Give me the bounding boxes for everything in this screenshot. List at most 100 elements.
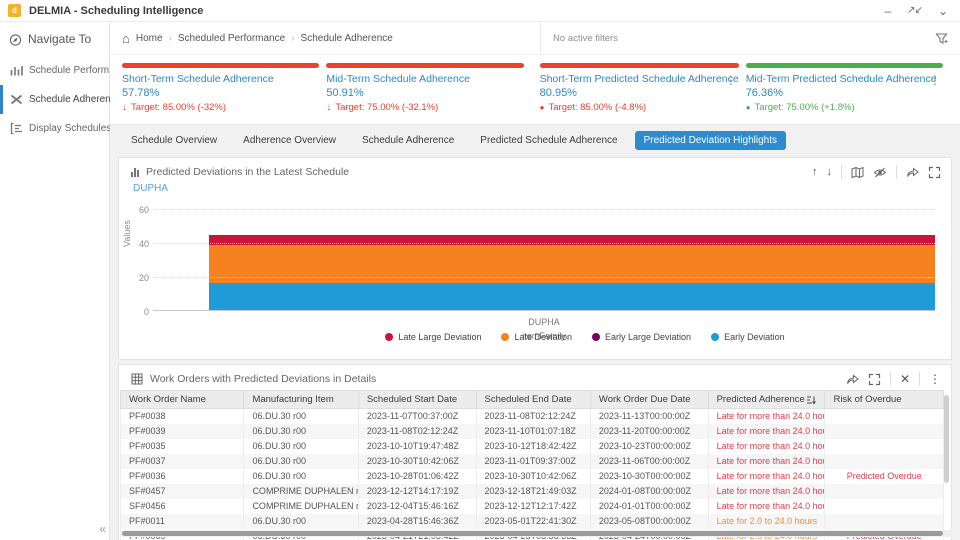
column-header-manufacturing-item[interactable]: Manufacturing Item xyxy=(243,390,359,409)
bar-chart-icon xyxy=(131,167,139,177)
column-header-work-order-name[interactable]: Work Order Name xyxy=(119,390,245,409)
scheduled-end-cell: 2023-11-08T02:12:24Z xyxy=(475,408,591,424)
gantt-icon xyxy=(10,122,23,135)
minimize-icon[interactable]: – xyxy=(884,3,892,18)
tab-predicted-schedule-adherence[interactable]: Predicted Schedule Adherence xyxy=(480,135,618,146)
titlebar: d DELMIA - Scheduling Intelligence – ↗↙ … xyxy=(0,0,960,22)
legend-item-late-large-deviation[interactable]: Late Large Deviation xyxy=(385,332,481,342)
divider xyxy=(889,372,891,386)
down-arrow-icon: ↓ xyxy=(326,102,332,113)
column-header-scheduled-start-date[interactable]: Scheduled Start Date xyxy=(357,390,477,409)
column-header-work-order-due-date[interactable]: Work Order Due Date xyxy=(589,390,709,409)
risk-of-overdue-cell xyxy=(824,408,944,424)
map-icon[interactable] xyxy=(851,166,864,179)
due-date-cell: 2023-11-13T00:00:00Z xyxy=(589,408,709,424)
tab-predicted-deviation-highlights[interactable]: Predicted Deviation Highlights xyxy=(634,131,787,150)
kpi-accent-bar xyxy=(326,63,524,68)
legend-item-early-deviation[interactable]: Early Deviation xyxy=(711,332,785,342)
kpi-title: Mid-Term Schedule Adherence xyxy=(326,73,470,85)
kpi-target-text: Target: 75.00% (-32.1%) xyxy=(335,102,439,113)
tab-adherence-overview[interactable]: Adherence Overview xyxy=(243,135,336,146)
scheduled-end-cell: 2023-12-18T21:49:03Z xyxy=(475,483,591,499)
table-row[interactable]: PF#0039 06.DU.30 r00 2023-11-08T02:12:24Z 2… xyxy=(119,423,944,439)
horizontal-scrollbar[interactable] xyxy=(120,530,954,537)
legend-label: Early Large Deviation xyxy=(605,332,692,342)
kpi-value: 50.91% xyxy=(326,87,364,99)
app-title: DELMIA - Scheduling Intelligence xyxy=(29,4,204,17)
bar-segment-early-deviation[interactable] xyxy=(209,282,935,310)
table-vertical-scrollbar[interactable] xyxy=(944,395,949,538)
predicted-adherence-cell: Late for more than 24.0 hours xyxy=(707,468,826,484)
column-header-risk-of-overdue[interactable]: Risk of Overdue xyxy=(824,390,944,409)
scheduled-start-cell: 2023-10-28T01:06:42Z xyxy=(357,468,477,484)
work-order-name-cell: SF#0457 xyxy=(119,483,245,499)
stacked-bar[interactable] xyxy=(209,235,935,310)
kebab-menu-icon[interactable]: ⋮ xyxy=(929,372,941,386)
due-date-cell: 2023-11-06T00:00:00Z xyxy=(589,453,709,469)
work-order-name-cell: PF#0035 xyxy=(119,438,245,454)
table-row[interactable]: SF#0457 COMPRIME DUPHALEN r00 2023-12-12T1… xyxy=(119,483,944,499)
breadcrumb-item-schedule-adherence[interactable]: Schedule Adherence xyxy=(300,32,393,44)
filter-icon[interactable] xyxy=(935,32,948,45)
manufacturing-item-cell: 06.DU.30 r00 xyxy=(243,468,359,484)
legend-item-late-deviation[interactable]: Late Deviation xyxy=(501,332,572,342)
table-row[interactable]: SF#0456 COMPRIME DUPHALEN r00 2023-12-04T1… xyxy=(119,498,944,514)
y-tick-label: 20 xyxy=(138,273,149,283)
table-row[interactable]: PF#0036 06.DU.30 r00 2023-10-28T01:06:42Z 2… xyxy=(119,468,944,484)
gridline xyxy=(153,243,935,244)
kebab-menu-icon[interactable]: ⋮ xyxy=(724,73,737,87)
close-icon[interactable]: ✕ xyxy=(899,372,910,386)
table-row[interactable]: PF#0037 06.DU.30 r00 2023-10-30T10:42:06Z 2… xyxy=(119,453,944,469)
chevron-down-icon[interactable]: ⌄ xyxy=(937,3,948,18)
breadcrumb-item-home[interactable]: Home xyxy=(135,32,163,44)
kebab-menu-icon[interactable]: ⋮ xyxy=(929,73,942,87)
fullscreen-icon[interactable] xyxy=(928,166,941,179)
sidebar-collapse-button[interactable]: « xyxy=(99,522,106,536)
due-date-cell: 2023-11-20T00:00:00Z xyxy=(589,423,709,439)
expand-window-icon[interactable]: ↗↙ xyxy=(907,4,923,16)
kpi-card-mid-term-predicted-schedule-adherence: Mid-Term Predicted Schedule Adherence 76.… xyxy=(745,63,944,113)
work-order-name-cell: PF#0038 xyxy=(119,408,245,424)
sidebar-item-display-schedules[interactable]: Display Schedules xyxy=(0,114,112,143)
sort-descending-icon[interactable]: ↓ xyxy=(826,166,833,178)
tab-schedule-adherence[interactable]: Schedule Adherence xyxy=(361,135,455,146)
bar-chart-icon xyxy=(10,64,23,77)
manufacturing-item-cell: 06.DU.30 r00 xyxy=(243,513,359,529)
sidebar-item-schedule-perform[interactable]: Schedule Perform... xyxy=(0,56,117,85)
y-tick-label: 40 xyxy=(138,239,149,249)
sort-icon[interactable] xyxy=(806,395,817,405)
column-header-scheduled-end-date[interactable]: Scheduled End Date xyxy=(475,390,591,409)
sidebar: Navigate To Schedule Perform... Schedule … xyxy=(0,22,121,540)
sort-ascending-icon[interactable]: ↑ xyxy=(812,166,818,178)
bar-segment-late-deviation[interactable] xyxy=(209,245,935,283)
status-dot-icon: ● xyxy=(745,102,751,112)
chart-area: DUPHA Values 0 20 40 60 DUPHA itemFamily La… xyxy=(119,183,951,351)
legend-label: Late Large Deviation xyxy=(398,332,482,342)
tab-schedule-overview[interactable]: Schedule Overview xyxy=(131,135,218,146)
sidebar-item-label: Display Schedules xyxy=(29,123,112,134)
bar-segment-late-large-deviation[interactable] xyxy=(209,235,935,246)
breadcrumb-separator: › xyxy=(291,32,295,44)
kpi-target-text: Target: 85.00% (-32%) xyxy=(131,102,227,113)
home-icon[interactable]: ⌂ xyxy=(122,30,130,46)
table-row[interactable]: PF#0038 06.DU.30 r00 2023-11-07T00:37:00Z 2… xyxy=(119,408,944,424)
scheduled-end-cell: 2023-11-10T01:07:18Z xyxy=(475,423,591,439)
due-date-cell: 2023-10-23T00:00:00Z xyxy=(589,438,709,454)
kpi-accent-bar xyxy=(745,63,944,68)
share-icon[interactable] xyxy=(906,166,919,178)
fullscreen-icon[interactable] xyxy=(868,373,881,386)
risk-of-overdue-cell: Predicted Overdue xyxy=(824,468,944,484)
risk-of-overdue-cell xyxy=(824,453,944,469)
breadcrumb-item-scheduled-performance[interactable]: Scheduled Performance xyxy=(177,32,286,44)
eye-off-icon[interactable] xyxy=(873,166,887,179)
due-date-cell: 2023-10-30T00:00:00Z xyxy=(589,468,709,484)
table-row[interactable]: PF#0035 06.DU.30 r00 2023-10-10T19:47:48Z 2… xyxy=(119,438,944,454)
chart-title: Predicted Deviations in the Latest Sched… xyxy=(146,166,350,178)
x-axis-title: itemFamily xyxy=(522,330,566,341)
share-icon[interactable] xyxy=(846,373,859,385)
table-row[interactable]: PF#0011 06.DU.30 r00 2023-04-28T15:46:36Z 2… xyxy=(119,513,944,529)
column-header-predicted-adherence[interactable]: Predicted Adherence xyxy=(707,390,826,409)
sidebar-item-schedule-adherence[interactable]: Schedule Adherence xyxy=(0,85,121,114)
legend-item-early-large-deviation[interactable]: Early Large Deviation xyxy=(592,332,691,342)
legend-dot xyxy=(501,333,510,341)
